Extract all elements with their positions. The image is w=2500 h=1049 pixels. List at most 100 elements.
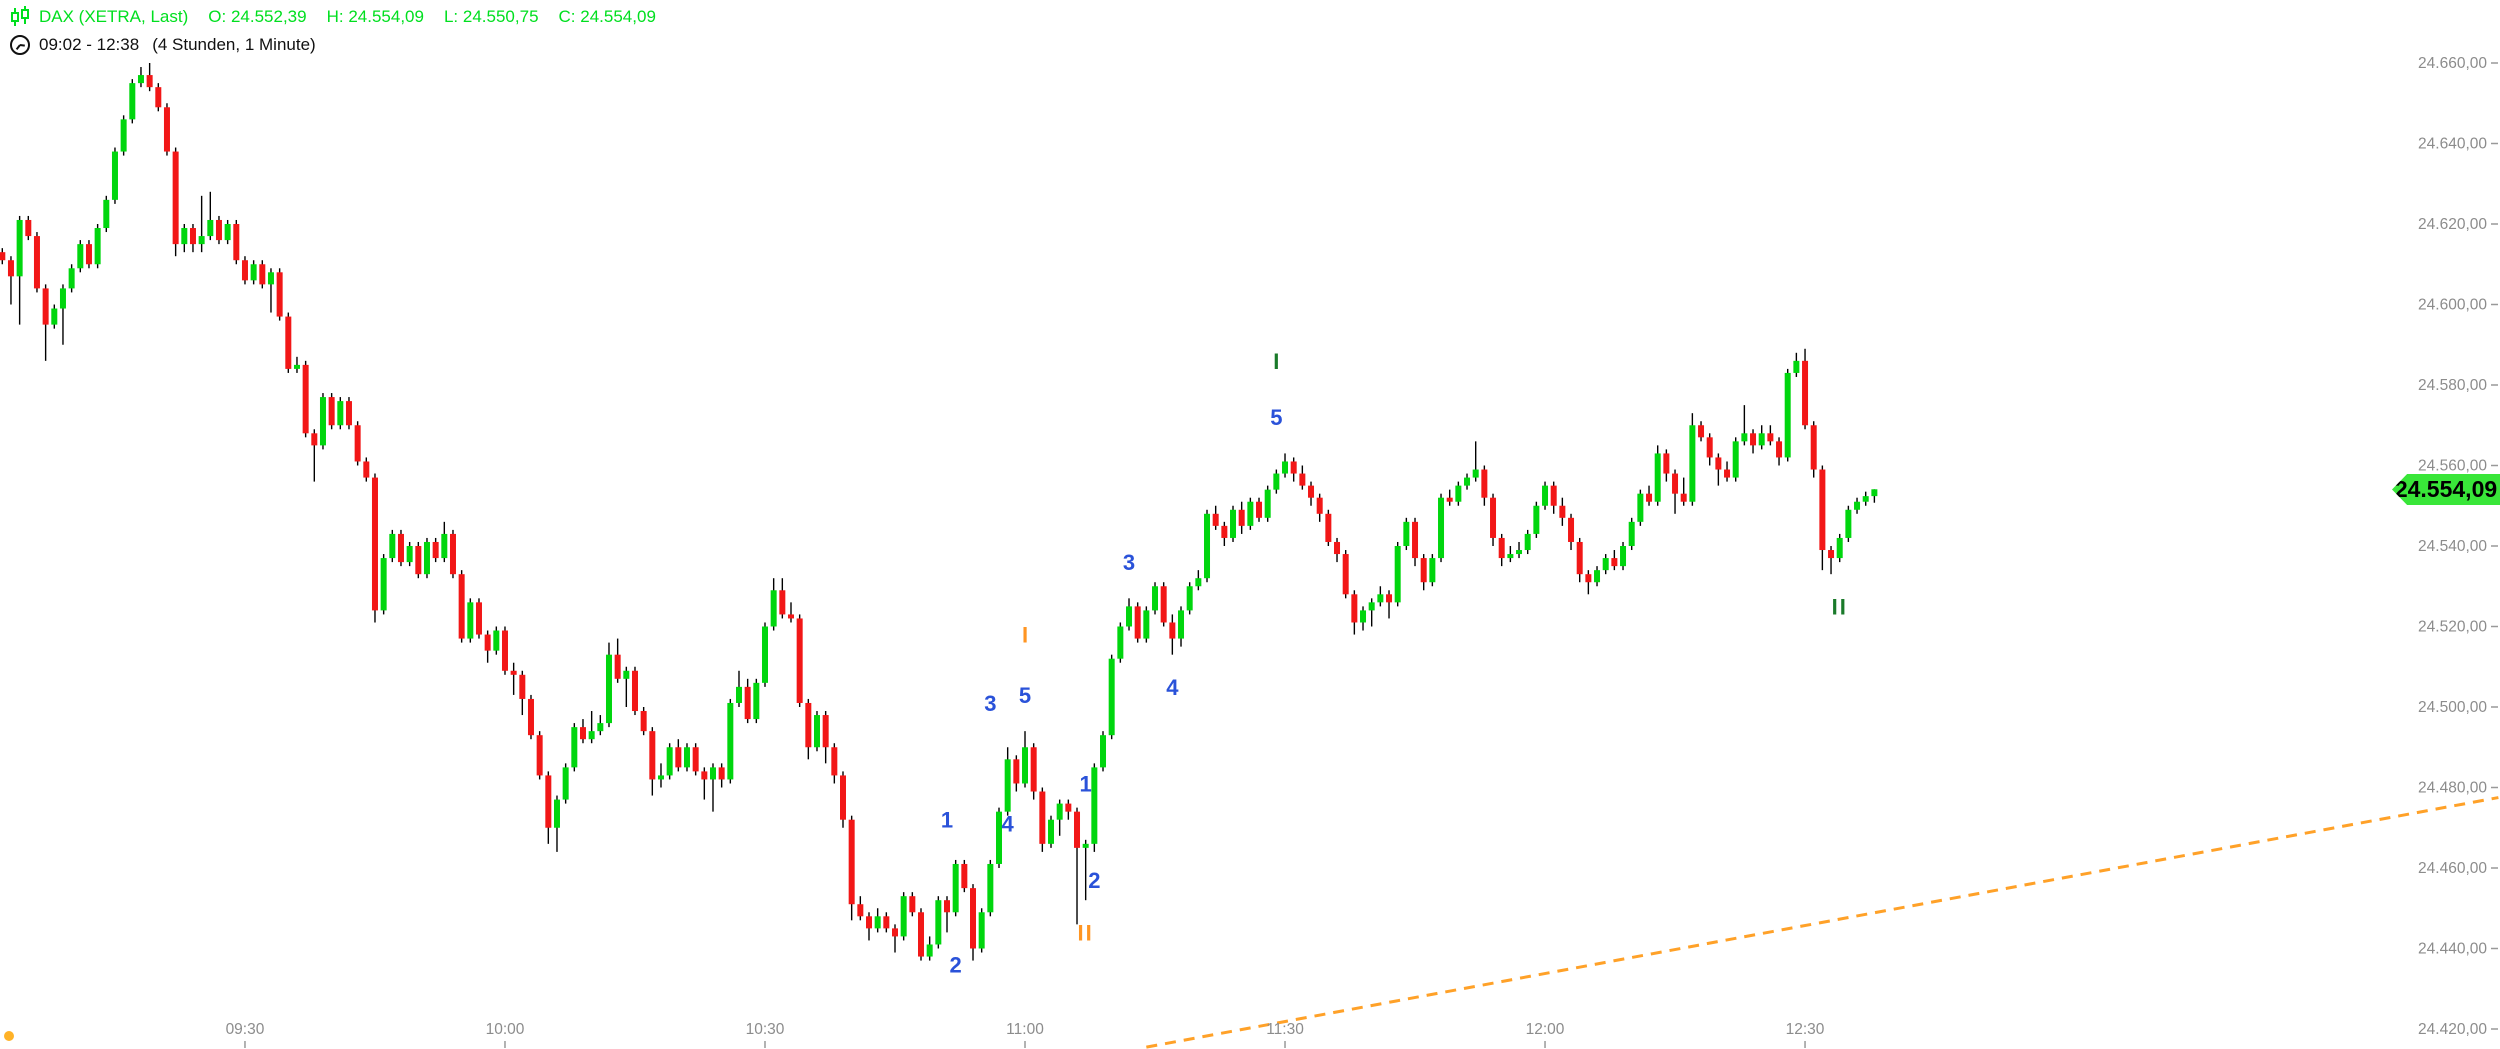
candle [1273,469,1280,494]
candle-body [1602,558,1609,571]
wave-label-3[interactable]: 3 [984,691,996,716]
candle [215,215,222,245]
candle-body [207,219,214,237]
ohlc-close: C: 24.554,09 [558,7,656,26]
candle-body [1221,525,1228,538]
candle-body [1056,803,1063,820]
wave-label-1[interactable]: 1 [1080,771,1092,796]
candle [1516,541,1523,559]
candle-body [1810,425,1817,470]
candle-body [354,425,361,462]
price-axis-label: 24.600,00 [2418,297,2487,314]
candle-body [935,900,942,945]
candle-body [1446,497,1453,502]
candle [1828,546,1835,575]
candle [397,529,404,567]
candle-body [1360,610,1367,623]
candle [25,215,32,241]
candle-body [1030,747,1037,792]
candle-body [510,670,517,675]
wave-label-4[interactable]: 4 [1002,812,1015,837]
candle-body [233,224,240,261]
candle [822,711,829,764]
candle-body [285,316,292,369]
candle-body [1273,473,1280,490]
candle [458,570,465,643]
candle-body [1637,493,1644,522]
candle [1386,590,1393,619]
candle [675,739,682,772]
candle-body [545,775,552,828]
candle-body [1299,473,1306,486]
wave-label-I[interactable]: I [1022,623,1028,648]
candle-body [883,916,890,929]
candle [1126,598,1133,631]
wave-label-2[interactable]: 2 [950,953,962,978]
candle [415,541,422,579]
candle-body [874,916,881,929]
candle-body [657,775,664,780]
wave-label-3[interactable]: 3 [1123,550,1135,575]
trendline[interactable] [1146,796,2499,1049]
candle [1420,554,1427,591]
wave-label-4[interactable]: 4 [1166,675,1179,700]
timerange-legend: 09:02 - 12:38 (4 Stunden, 1 Minute) [8,33,316,57]
candle [94,224,101,269]
candle [553,795,560,852]
candle [848,815,855,921]
candle-body [1594,570,1601,583]
candle-body [94,228,101,265]
candle-body [892,928,899,937]
candle-body [970,888,977,949]
wave-label-II[interactable]: II [1832,594,1848,619]
candle [996,807,1003,868]
candle [311,429,318,482]
candle [1758,425,1765,450]
wave-label-5[interactable]: 5 [1019,683,1031,708]
candle-body [1576,541,1583,575]
candle [571,723,578,772]
candle [337,397,344,430]
candle [1308,481,1315,506]
candle [432,537,439,563]
candle [857,896,864,921]
candle-body [1117,626,1124,659]
candle [1654,445,1661,506]
candle-body [571,727,578,768]
wave-label-II[interactable]: II [1078,920,1094,945]
time-axis[interactable]: 09:30 10:00 10:30 11:00 11:30 12:00 12:30 [226,1021,1825,1048]
candle-body [380,558,387,611]
wave-label-1[interactable]: 1 [941,808,953,833]
candle [1698,421,1705,442]
candle-body [1082,843,1089,848]
symbol-legend[interactable]: DAX (XETRA, Last) O: 24.552,39 H: 24.554… [8,5,656,29]
candle-body [1152,586,1159,611]
candle [475,598,482,639]
last-price-badge: 24.554,09 [2392,474,2500,505]
candle-body [441,533,448,559]
candle [1022,731,1029,788]
wave-label-I[interactable]: I [1273,349,1279,374]
candle-body [900,896,907,937]
candle [1290,457,1297,482]
candle-body [163,107,170,152]
price-axis[interactable]: 24.660,00 24.640,00 24.620,00 24.600,00 24.5… [2418,55,2498,1038]
price-axis-label: 24.540,00 [2418,538,2487,555]
candle-body [198,236,205,245]
candle [1464,473,1471,490]
candle [1550,481,1557,514]
candle-body [1438,497,1445,559]
candle-body [527,698,534,736]
candle-body [1732,441,1739,478]
candle [631,666,638,716]
candle [1845,505,1852,542]
candle-body [605,654,612,724]
candle [683,743,690,772]
candle [302,360,309,438]
wave-label-5[interactable]: 5 [1270,405,1282,430]
candle [692,743,699,776]
wave-label-2[interactable]: 2 [1088,868,1100,893]
candle-body [1680,493,1687,502]
